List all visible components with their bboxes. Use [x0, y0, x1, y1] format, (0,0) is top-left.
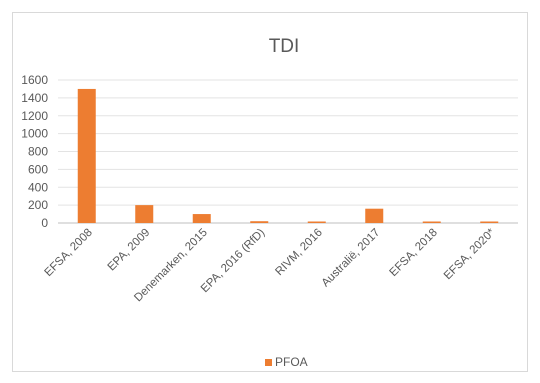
y-tick-label: 1600	[21, 73, 48, 87]
bar	[480, 221, 499, 223]
gridlines	[58, 79, 518, 224]
bar	[307, 221, 326, 223]
legend-label-pfoa: PFOA	[275, 355, 308, 369]
x-tick-label: EFSA, 2008	[43, 227, 95, 279]
y-tick-label: 1200	[21, 109, 48, 123]
y-tick-label: 0	[41, 216, 48, 230]
bar	[192, 214, 211, 223]
y-tick-label: 1000	[21, 127, 48, 141]
y-axis-ticks: 0 200 400 600 800 1000 1200 1400 1600	[21, 73, 48, 230]
bars	[77, 88, 499, 223]
bar	[365, 208, 384, 223]
legend-swatch-pfoa	[265, 359, 272, 366]
x-tick-label: EFSA, 2020*	[442, 226, 498, 282]
x-tick-label: EPA, 2009	[106, 227, 153, 274]
y-tick-label: 400	[28, 180, 48, 194]
legend: PFOA	[265, 355, 308, 369]
y-tick-label: 1400	[21, 91, 48, 105]
bar	[77, 88, 96, 223]
x-tick-label: EPA, 2016 (RfD)	[199, 227, 268, 296]
bar	[422, 221, 441, 223]
chart-frame	[12, 12, 528, 372]
x-tick-label: EFSA, 2018	[388, 227, 440, 279]
y-tick-label: 800	[28, 145, 48, 159]
chart-title: TDI	[269, 36, 300, 57]
x-tick-label: Australië, 2017	[320, 227, 383, 290]
bar	[250, 221, 269, 223]
y-tick-label: 600	[28, 162, 48, 176]
y-tick-label: 200	[28, 198, 48, 212]
bar	[135, 205, 154, 223]
x-tick-label: RIVM, 2016	[273, 227, 324, 278]
